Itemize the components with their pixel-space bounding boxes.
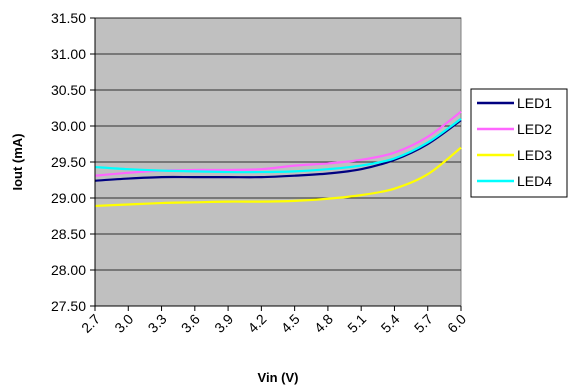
y-tick-label: 28.00 bbox=[51, 262, 86, 278]
y-tick-label: 30.50 bbox=[51, 82, 86, 98]
x-tick-label: 5.7 bbox=[411, 311, 436, 336]
x-axis-ticks: 2.7 3.0 3.3 3.6 3.9 4.2 4.5 4.8 5.1 5.4 5.7 6.0 bbox=[78, 306, 469, 336]
x-tick-label: 3.0 bbox=[111, 311, 136, 336]
y-tick-label: 29.50 bbox=[51, 154, 86, 170]
x-tick-label: 2.7 bbox=[78, 311, 103, 336]
series-line-led3 bbox=[94, 146, 462, 208]
y-axis-title: Iout (mA) bbox=[10, 133, 25, 190]
legend-label: LED4 bbox=[517, 173, 552, 189]
y-tick-label: 31.50 bbox=[51, 10, 86, 26]
x-tick-label: 5.4 bbox=[377, 311, 402, 336]
y-axis-ticks: 27.50 28.00 28.50 29.00 29.50 30.00 30.50 31.00… bbox=[51, 10, 95, 314]
x-axis-title: Vin (V) bbox=[258, 370, 299, 385]
y-tick-label: 29.00 bbox=[51, 190, 86, 206]
series-line-led1 bbox=[94, 119, 462, 182]
y-tick-label: 30.00 bbox=[51, 118, 86, 134]
series-line-led4 bbox=[94, 117, 462, 174]
x-tick-label: 6.0 bbox=[444, 311, 469, 336]
legend-label: LED1 bbox=[517, 95, 552, 111]
legend-box bbox=[470, 88, 568, 198]
x-tick-label: 3.6 bbox=[178, 311, 203, 336]
x-tick-label: 4.8 bbox=[311, 311, 336, 336]
legend-label: LED3 bbox=[517, 147, 552, 163]
x-tick-label: 3.3 bbox=[145, 311, 170, 336]
y-tick-label: 27.50 bbox=[51, 298, 86, 314]
legend: LED1 LED2 LED3 LED4 bbox=[470, 88, 568, 198]
x-tick-label: 5.1 bbox=[344, 311, 369, 336]
x-tick-label: 4.5 bbox=[278, 311, 303, 336]
legend-label: LED2 bbox=[517, 121, 552, 137]
x-tick-label: 4.2 bbox=[244, 311, 269, 336]
y-tick-label: 31.00 bbox=[51, 46, 86, 62]
y-tick-label: 28.50 bbox=[51, 226, 86, 242]
x-tick-label: 3.9 bbox=[211, 311, 236, 336]
series-lines bbox=[94, 110, 462, 208]
